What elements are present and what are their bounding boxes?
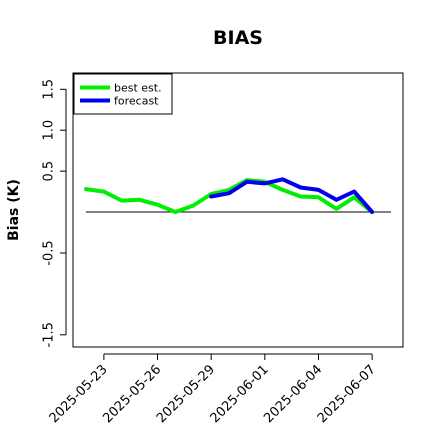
- y-tick-label: -0.5: [42, 240, 57, 265]
- series-line-forecast: [209, 177, 375, 214]
- y-tick-label: 1.5: [42, 79, 57, 100]
- legend-box: [73, 73, 173, 115]
- x-tick-label: 2025-06-07: [315, 362, 379, 426]
- y-tick-label: 0.5: [42, 161, 57, 182]
- legend: best est. forecast: [73, 73, 173, 115]
- y-tick-label: -1.5: [42, 322, 57, 347]
- series-lines: [84, 177, 391, 214]
- legend-label-best-est: best est.: [114, 82, 162, 95]
- axes: -1.5-0.50.51.01.52025-05-232025-05-26202…: [42, 79, 379, 426]
- y-tick-label: 1.0: [42, 120, 57, 141]
- y-axis-label: Bias (K): [6, 179, 22, 241]
- chart-title: BIAS: [213, 27, 263, 49]
- legend-label-forecast: forecast: [114, 95, 159, 108]
- series-line-best-est: [84, 178, 375, 214]
- plot-frame: [72, 72, 404, 348]
